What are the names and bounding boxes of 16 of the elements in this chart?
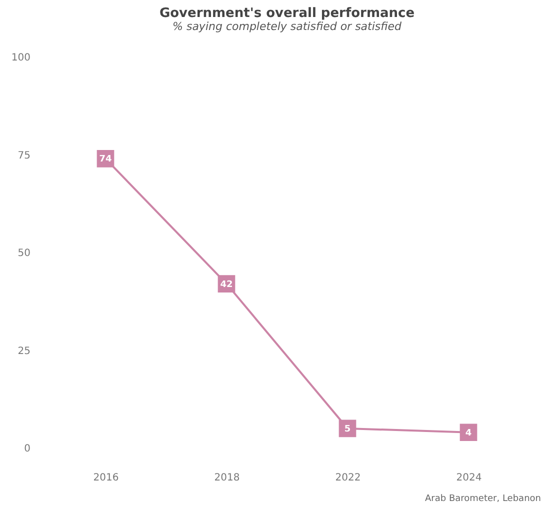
data-label: 5 xyxy=(344,424,351,434)
y-tick-label: 0 xyxy=(24,444,30,454)
chart-subtitle: % saying completely satisfied or satisfied xyxy=(172,20,403,33)
data-label: 74 xyxy=(99,154,112,165)
text: Arab Barometer, Lebanon xyxy=(425,494,541,504)
y-tick-label: 100 xyxy=(11,52,30,64)
x-tick-label: 2018 xyxy=(214,472,240,484)
y-tick-label: 50 xyxy=(18,248,30,259)
chart-title: Government's overall performance xyxy=(159,6,415,21)
x-tick-label: 2016 xyxy=(93,472,119,484)
x-tick-label: 2024 xyxy=(456,472,482,484)
data-label: 42 xyxy=(220,280,233,290)
y-tick-label: 75 xyxy=(18,150,30,162)
data-label: 4 xyxy=(465,428,472,438)
y-tick-label: 25 xyxy=(18,346,30,357)
x-tick-label: 2022 xyxy=(335,472,361,484)
